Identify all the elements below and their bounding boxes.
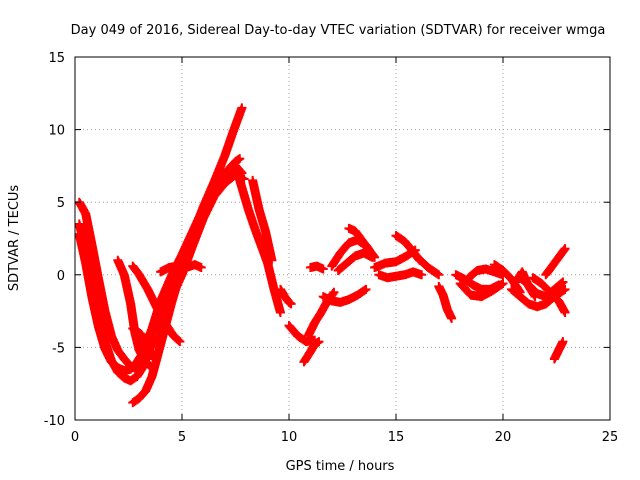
series-arc9 (233, 168, 285, 318)
data-point (361, 284, 371, 294)
y-tick-label: 0 (57, 269, 65, 284)
data-point (558, 337, 568, 347)
series-arc34 (549, 337, 568, 364)
y-tick-label: 10 (48, 124, 65, 139)
data-point (237, 103, 247, 113)
y-tick-label: -5 (52, 341, 65, 356)
series-arc24 (434, 281, 457, 323)
data-point (329, 287, 339, 297)
series-arc21 (374, 267, 427, 283)
series-arc13 (299, 337, 324, 367)
data-point (267, 255, 277, 265)
series-arc33 (541, 244, 570, 280)
data-point (417, 270, 427, 280)
series-arc10 (248, 175, 277, 265)
series-arc18 (333, 248, 377, 275)
x-axis-title: GPS time / hours (286, 459, 395, 474)
series-arc15 (305, 261, 328, 274)
data-point (447, 313, 457, 323)
series-arc7 (128, 324, 159, 364)
series-arc6 (128, 261, 185, 347)
series-arc4 (128, 103, 247, 408)
series-arc12 (284, 321, 320, 347)
series-arc19 (344, 223, 373, 254)
data-point (498, 279, 508, 289)
series-arc23 (412, 252, 444, 280)
data-point (434, 270, 444, 280)
x-tick-labels: 0 5 10 15 20 25 (71, 430, 618, 445)
x-tick-label: 15 (388, 430, 405, 445)
data-point (318, 264, 328, 274)
y-axis-title: SDTVAR / TECUs (7, 185, 22, 292)
data-point (558, 277, 568, 287)
grid (75, 57, 610, 420)
data-point (275, 308, 285, 318)
data-point (149, 354, 159, 364)
series-arc32 (528, 273, 570, 318)
data-point (147, 363, 157, 373)
data-point (314, 337, 324, 347)
data-points (74, 103, 570, 408)
series-arc26 (455, 279, 508, 302)
data-point (560, 284, 570, 294)
data-point (175, 337, 185, 347)
y-tick-label: 5 (57, 196, 65, 211)
data-point (235, 154, 245, 164)
data-point (560, 308, 570, 318)
y-tick-labels: -10 -5 0 5 10 15 (44, 51, 65, 429)
series-arc8 (156, 260, 206, 277)
data-point (363, 244, 373, 254)
x-tick-label: 20 (495, 430, 512, 445)
data-point (196, 263, 206, 273)
series-arc16 (318, 284, 371, 307)
x-tick-label: 5 (178, 430, 186, 445)
x-tick-label: 25 (602, 430, 619, 445)
x-tick-label: 0 (71, 430, 79, 445)
y-tick-label: 15 (48, 51, 65, 66)
data-point (286, 299, 296, 309)
chart-title: Day 049 of 2016, Sidereal Day-to-day VTE… (71, 23, 606, 38)
y-tick-label: -10 (44, 414, 65, 429)
data-point (560, 244, 570, 254)
plot-frame (74, 56, 611, 421)
data-point (367, 252, 377, 262)
axis-ticks (74, 56, 611, 421)
x-tick-label: 10 (281, 430, 298, 445)
series-arc11 (275, 284, 296, 309)
